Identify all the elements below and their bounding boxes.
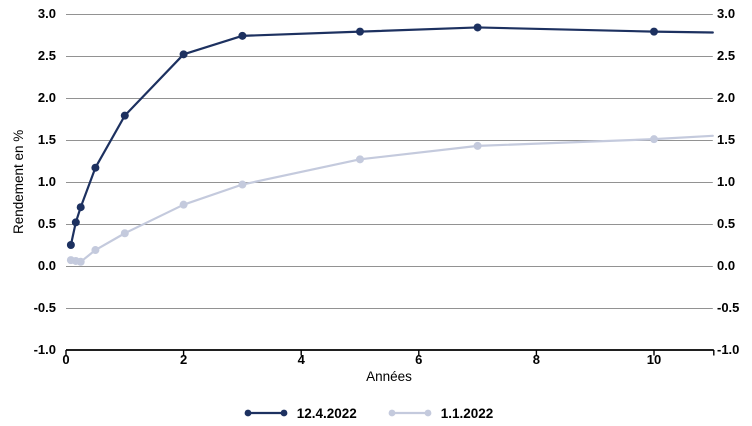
series-line-1: [69, 134, 714, 263]
x-tick-label: 10: [646, 352, 662, 367]
y-tick-label-right: -1.0: [717, 342, 740, 357]
x-tick-label: 2: [179, 352, 188, 367]
data-point: [91, 246, 100, 255]
y-tick-label-right: 1.0: [717, 174, 736, 189]
y-tick-label-left: 1.0: [37, 174, 56, 189]
y-tick-label-left: 2.0: [37, 90, 56, 105]
legend: 12.4.2022 1.1.2022: [0, 401, 736, 425]
legend-line-marker-icon: [388, 409, 432, 417]
x-tick-label: 0: [62, 352, 70, 367]
data-point: [650, 135, 658, 144]
data-point: [179, 200, 188, 209]
y-tick-label-left: 0.0: [37, 258, 56, 273]
y-tick-label-right: -0.5: [717, 300, 740, 315]
data-point: [238, 31, 247, 40]
data-point: [76, 257, 85, 266]
x-axis-title: Années: [366, 369, 412, 384]
legend-line-marker-icon: [244, 409, 288, 417]
y-tick-label-right: 0.5: [717, 216, 736, 231]
y-tick-label-right: 2.5: [717, 48, 736, 63]
y-tick-label-left: -1.0: [33, 342, 56, 357]
y-tick-label-left: 2.5: [37, 48, 56, 63]
legend-item-series-1: 12.4.2022: [243, 406, 357, 421]
data-point: [473, 23, 482, 32]
y-tick-label-left: 1.5: [37, 132, 56, 147]
data-point: [120, 111, 129, 120]
y-tick-label-right: 0.0: [717, 258, 736, 273]
data-point: [356, 27, 364, 36]
data-point: [356, 155, 364, 164]
data-point: [66, 241, 75, 249]
data-point: [71, 218, 80, 227]
data-point: [120, 229, 129, 238]
data-point: [91, 163, 100, 172]
x-tick-label: 4: [297, 352, 305, 367]
legend-item-series-2: 1.1.2022: [387, 405, 494, 421]
data-point: [76, 203, 85, 212]
data-point: [650, 27, 658, 36]
legend-label: 1.1.2022: [440, 405, 494, 421]
y-tick-label-right: 3.0: [717, 6, 736, 21]
data-point: [179, 50, 188, 59]
y-tick-label-right: 2.0: [717, 90, 736, 105]
legend-label: 12.4.2022: [296, 405, 357, 421]
y-tick-label-right: 1.5: [717, 132, 736, 147]
y-tick-label-left: 0.5: [37, 216, 56, 231]
x-tick-label: 8: [532, 352, 541, 367]
y-tick-label-left: -0.5: [33, 300, 56, 315]
data-point: [473, 141, 482, 150]
data-point: [238, 180, 247, 189]
x-tick-label: 6: [415, 352, 423, 367]
y-tick-label-left: 3.0: [37, 6, 56, 21]
